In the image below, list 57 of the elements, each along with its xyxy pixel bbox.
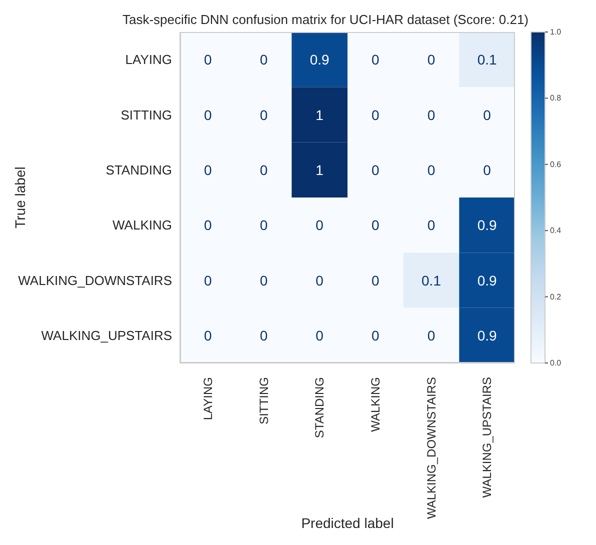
- y-axis-title: True label: [12, 166, 28, 228]
- data-label: 0: [204, 327, 212, 344]
- data-label: 0: [372, 272, 380, 288]
- data-label: 0.1: [477, 52, 498, 68]
- data-label: 0: [260, 162, 268, 178]
- color-bar-label: 1.0: [550, 28, 562, 36]
- color-bar-label: 0.8: [550, 94, 562, 103]
- y-tick-label: LAYING: [125, 52, 172, 68]
- data-label: 0: [483, 106, 492, 123]
- chart-title: Task-specific DNN confusion matrix for UCI-HAR dataset (Score: 0.21): [121, 12, 530, 27]
- x-tick-label: SITTING: [256, 377, 271, 424]
- color-bar-label: 0.2: [550, 292, 562, 302]
- data-label: 0: [427, 106, 436, 123]
- data-label: 0: [260, 272, 268, 288]
- x-tick-label: WALKING_UPSTAIRS: [480, 377, 494, 498]
- data-label: 0: [316, 327, 324, 344]
- data-label: 1: [316, 106, 324, 123]
- data-label: 0: [260, 217, 268, 234]
- data-label: 0: [372, 52, 380, 68]
- data-label: 0: [204, 272, 212, 288]
- data-label: 0: [427, 327, 436, 344]
- data-label: 0: [316, 217, 324, 234]
- x-tick-label: WALKING_DOWNSTAIRS: [424, 377, 438, 520]
- x-tick-label: STANDING: [312, 377, 327, 438]
- data-label: 0: [204, 162, 212, 178]
- data-label: 0.9: [477, 217, 498, 234]
- data-label: 0: [372, 327, 380, 344]
- color-bar-label: 0.0: [550, 358, 562, 368]
- data-label: 1: [316, 162, 324, 178]
- data-label: 0: [372, 217, 380, 234]
- data-label: 0.1: [422, 272, 442, 288]
- data-label: 0: [427, 162, 436, 178]
- data-label: 0.9: [310, 52, 330, 68]
- data-label: 0: [427, 52, 436, 68]
- color-bar-label: 0.6: [550, 160, 562, 169]
- data-label: 0: [260, 106, 268, 123]
- data-label: 0: [316, 272, 324, 288]
- data-label: 0: [204, 106, 212, 123]
- x-tick-label: LAYING: [200, 377, 215, 420]
- data-label: 0: [204, 52, 212, 68]
- data-label: 0: [427, 217, 436, 234]
- color-bar-label: 0.4: [550, 226, 562, 236]
- x-axis-title: Predicted label: [301, 515, 394, 531]
- data-label: 0: [372, 106, 380, 123]
- data-label: 0.9: [477, 327, 498, 344]
- data-label: 0: [372, 162, 380, 178]
- y-tick-label: WALKING: [112, 218, 172, 233]
- data-label: 0.9: [477, 272, 498, 288]
- data-label: 0: [260, 52, 268, 68]
- data-label: 0: [483, 162, 492, 178]
- data-label: 0: [260, 327, 268, 344]
- y-tick-label: STANDING: [106, 162, 172, 178]
- y-tick-label: SITTING: [120, 107, 172, 122]
- data-label: 0: [204, 217, 212, 234]
- x-tick-label: WALKING: [368, 377, 382, 432]
- y-tick-label: WALKING_UPSTAIRS: [41, 328, 172, 344]
- y-tick-label: WALKING_DOWNSTAIRS: [18, 272, 172, 288]
